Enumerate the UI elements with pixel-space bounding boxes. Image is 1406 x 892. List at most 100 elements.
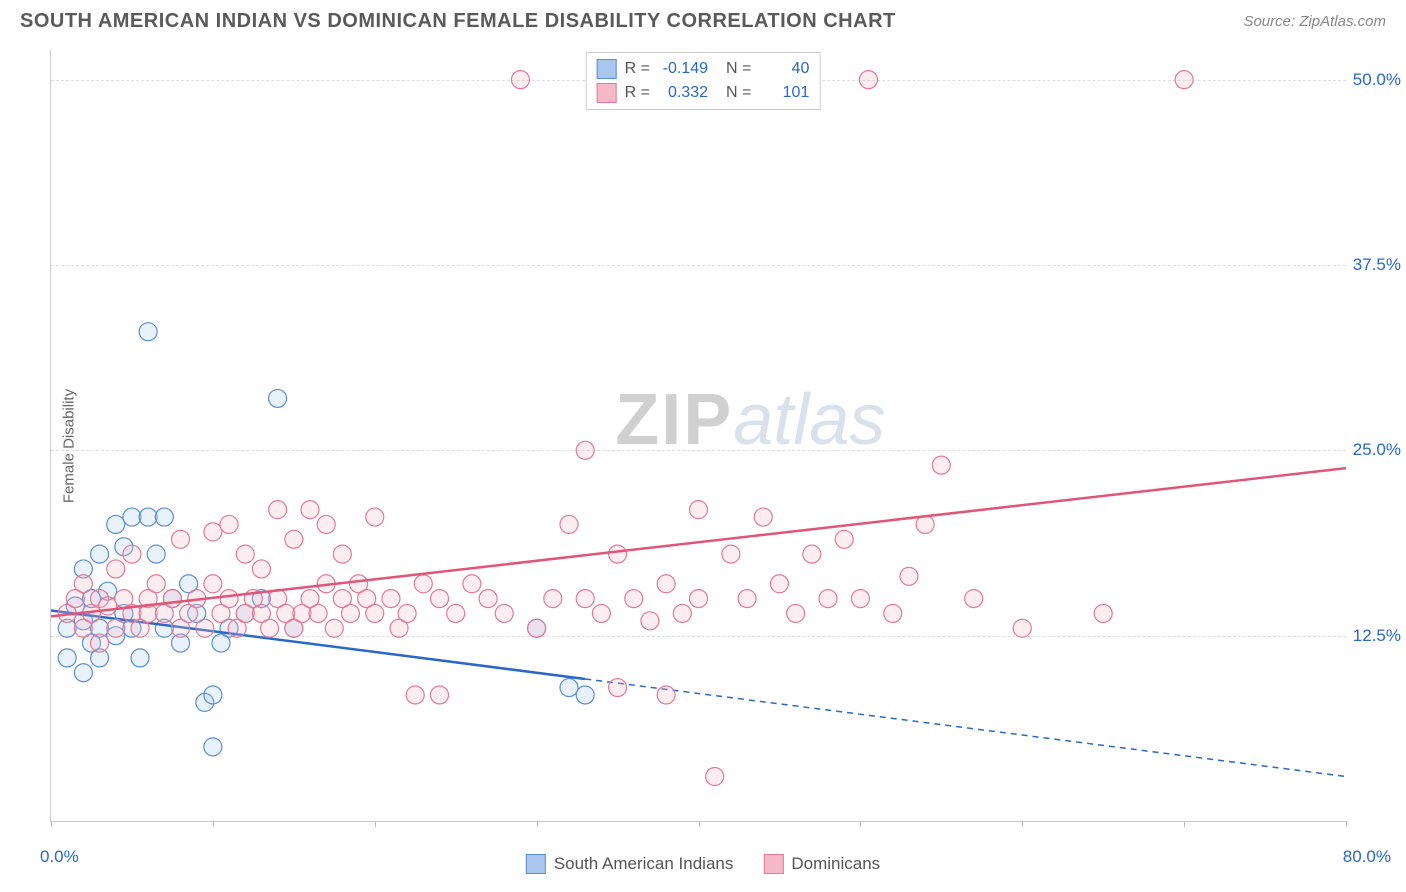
legend-n-value: 40 — [759, 60, 809, 78]
scatter-point — [657, 686, 675, 704]
scatter-point — [155, 508, 173, 526]
scatter-point — [341, 604, 359, 622]
y-tick-label: 25.0% — [1353, 440, 1401, 460]
scatter-point — [738, 590, 756, 608]
scatter-point — [932, 456, 950, 474]
x-axis-max-label: 80.0% — [1343, 847, 1391, 867]
scatter-point — [1094, 604, 1112, 622]
x-tick — [699, 821, 700, 827]
scatter-point — [58, 649, 76, 667]
scatter-point — [333, 545, 351, 563]
scatter-point — [163, 590, 181, 608]
scatter-point — [803, 545, 821, 563]
x-tick — [375, 821, 376, 827]
scatter-point — [511, 71, 529, 89]
legend-item: South American Indians — [526, 854, 734, 874]
legend-item: Dominicans — [763, 854, 880, 874]
scatter-point — [204, 738, 222, 756]
scatter-point — [528, 619, 546, 637]
y-tick-label: 50.0% — [1353, 70, 1401, 90]
scatter-point — [414, 575, 432, 593]
scatter-point — [220, 515, 238, 533]
scatter-point — [317, 515, 335, 533]
scatter-point — [690, 590, 708, 608]
scatter-point — [139, 323, 157, 341]
chart-title: SOUTH AMERICAN INDIAN VS DOMINICAN FEMAL… — [20, 10, 896, 33]
x-tick — [1022, 821, 1023, 827]
scatter-point — [382, 590, 400, 608]
chart-plot-area: ZIPatlas 12.5%25.0%37.5%50.0% — [50, 50, 1346, 822]
scatter-point — [447, 604, 465, 622]
scatter-point — [139, 508, 157, 526]
y-tick-label: 37.5% — [1353, 255, 1401, 275]
legend-swatch — [597, 83, 617, 103]
scatter-point — [204, 523, 222, 541]
scatter-point — [107, 619, 125, 637]
scatter-point — [74, 575, 92, 593]
scatter-point — [851, 590, 869, 608]
scatter-svg — [51, 50, 1346, 821]
scatter-point — [544, 590, 562, 608]
scatter-point — [884, 604, 902, 622]
scatter-point — [325, 619, 343, 637]
scatter-point — [463, 575, 481, 593]
scatter-point — [261, 619, 279, 637]
legend-row: R =-0.149N =40 — [597, 57, 810, 81]
x-tick — [51, 821, 52, 827]
legend-r-label: R = — [625, 84, 650, 102]
scatter-point — [722, 545, 740, 563]
scatter-point — [147, 575, 165, 593]
x-tick — [537, 821, 538, 827]
legend-r-label: R = — [625, 60, 650, 78]
scatter-point — [657, 575, 675, 593]
legend-row: R = 0.332 N = 101 — [597, 81, 810, 105]
scatter-point — [107, 560, 125, 578]
x-tick — [860, 821, 861, 827]
scatter-point — [495, 604, 513, 622]
x-tick — [1346, 821, 1347, 827]
scatter-point — [900, 567, 918, 585]
scatter-point — [236, 545, 254, 563]
scatter-point — [366, 604, 384, 622]
scatter-point — [770, 575, 788, 593]
scatter-point — [690, 501, 708, 519]
scatter-point — [172, 530, 190, 548]
correlation-legend: R = -0.149 N = 40 R = 0.332 N = 101 — [586, 52, 821, 110]
y-tick-label: 12.5% — [1353, 626, 1401, 646]
series-legend: South American Indians Dominicans — [526, 854, 880, 874]
scatter-point — [196, 619, 214, 637]
scatter-point — [1013, 619, 1031, 637]
scatter-point — [269, 501, 287, 519]
scatter-point — [107, 515, 125, 533]
scatter-point — [673, 604, 691, 622]
legend-label: Dominicans — [791, 854, 880, 874]
legend-n-label: N = — [726, 84, 751, 102]
scatter-point — [147, 545, 165, 563]
scatter-point — [592, 604, 610, 622]
scatter-point — [560, 679, 578, 697]
legend-swatch — [597, 59, 617, 79]
scatter-point — [625, 590, 643, 608]
legend-swatch — [526, 854, 546, 874]
legend-n-value: 101 — [759, 84, 809, 102]
scatter-point — [754, 508, 772, 526]
scatter-point — [560, 515, 578, 533]
scatter-point — [285, 530, 303, 548]
legend-r-value: 0.332 — [658, 84, 708, 102]
scatter-point — [99, 597, 117, 615]
x-tick — [1184, 821, 1185, 827]
scatter-point — [91, 545, 109, 563]
scatter-point — [835, 530, 853, 548]
scatter-point — [576, 441, 594, 459]
x-axis-min-label: 0.0% — [40, 847, 79, 867]
scatter-point — [431, 590, 449, 608]
scatter-point — [1175, 71, 1193, 89]
scatter-point — [398, 604, 416, 622]
legend-r-value: -0.149 — [658, 60, 708, 78]
scatter-point — [406, 686, 424, 704]
scatter-point — [131, 649, 149, 667]
scatter-point — [366, 508, 384, 526]
x-tick — [213, 821, 214, 827]
scatter-point — [252, 560, 270, 578]
scatter-point — [204, 575, 222, 593]
